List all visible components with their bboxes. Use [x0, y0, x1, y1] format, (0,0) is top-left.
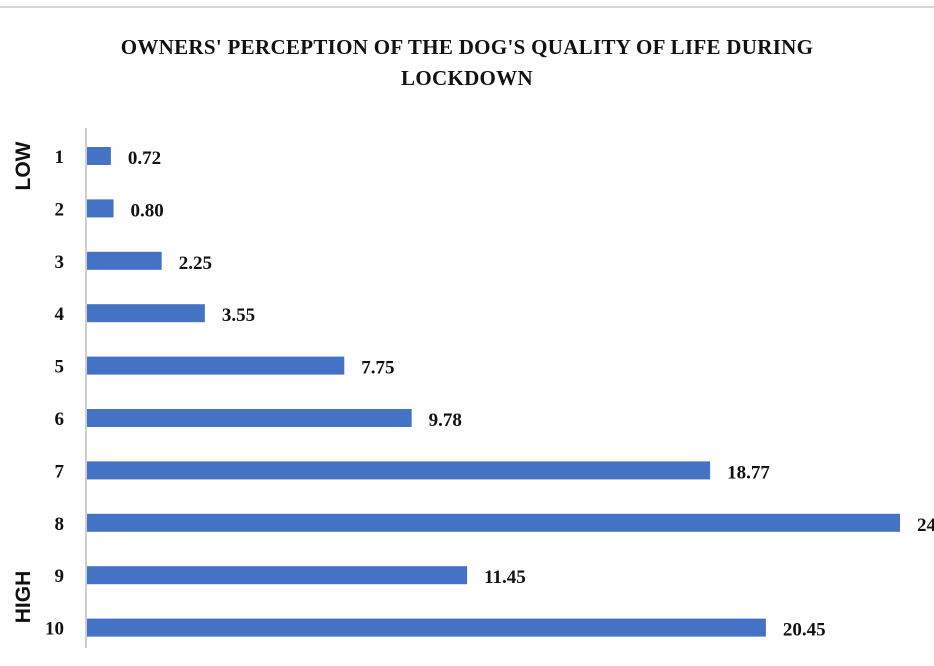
chart-title-line-2: LOCKDOWN — [401, 66, 533, 90]
category-label-7: 7 — [55, 461, 65, 482]
bar-10 — [87, 618, 766, 637]
high-scale-label: HIGH — [12, 571, 35, 624]
category-label-2: 2 — [55, 199, 65, 220]
bar-7 — [87, 461, 711, 480]
data-label-5: 7.75 — [361, 358, 394, 379]
bar-3 — [87, 251, 162, 270]
chart-title: OWNERS' PERCEPTION OF THE DOG'S QUALITY … — [0, 32, 934, 94]
category-label-5: 5 — [55, 357, 65, 378]
data-label-2: 0.80 — [131, 200, 164, 221]
category-label-1: 1 — [55, 147, 65, 168]
bar-6 — [87, 409, 412, 427]
low-scale-label: LOW — [12, 141, 35, 190]
data-label-1: 0.72 — [128, 148, 161, 169]
category-label-8: 8 — [55, 514, 65, 535]
data-label-6: 9.78 — [429, 410, 462, 431]
category-label-10: 10 — [45, 619, 64, 640]
category-label-6: 6 — [55, 409, 65, 430]
category-tick-labels: 1 2 3 4 5 6 7 8 9 10 — [45, 147, 65, 640]
bar-1 — [87, 147, 111, 165]
top-divider — [0, 6, 934, 8]
data-label-3: 2.25 — [179, 253, 212, 274]
data-label-10: 20.45 — [783, 620, 826, 641]
data-labels-group: 0.72 0.80 2.25 3.55 7.75 9.78 18.77 24.49 11.45 2… — [128, 148, 934, 641]
category-label-9: 9 — [55, 566, 65, 587]
bar-9 — [87, 566, 468, 585]
bar-2 — [87, 199, 114, 218]
bar-4 — [87, 304, 205, 323]
bar-5 — [87, 356, 345, 375]
category-label-3: 3 — [55, 252, 65, 273]
data-label-4: 3.55 — [222, 305, 255, 326]
bars-group — [87, 147, 900, 637]
data-label-8: 24.49 — [917, 515, 934, 536]
bar-8 — [87, 513, 900, 532]
data-label-7: 18.77 — [727, 462, 770, 483]
data-label-9: 11.45 — [484, 567, 526, 588]
chart-title-line-1: OWNERS' PERCEPTION OF THE DOG'S QUALITY … — [120, 35, 814, 59]
category-label-4: 4 — [55, 304, 65, 325]
